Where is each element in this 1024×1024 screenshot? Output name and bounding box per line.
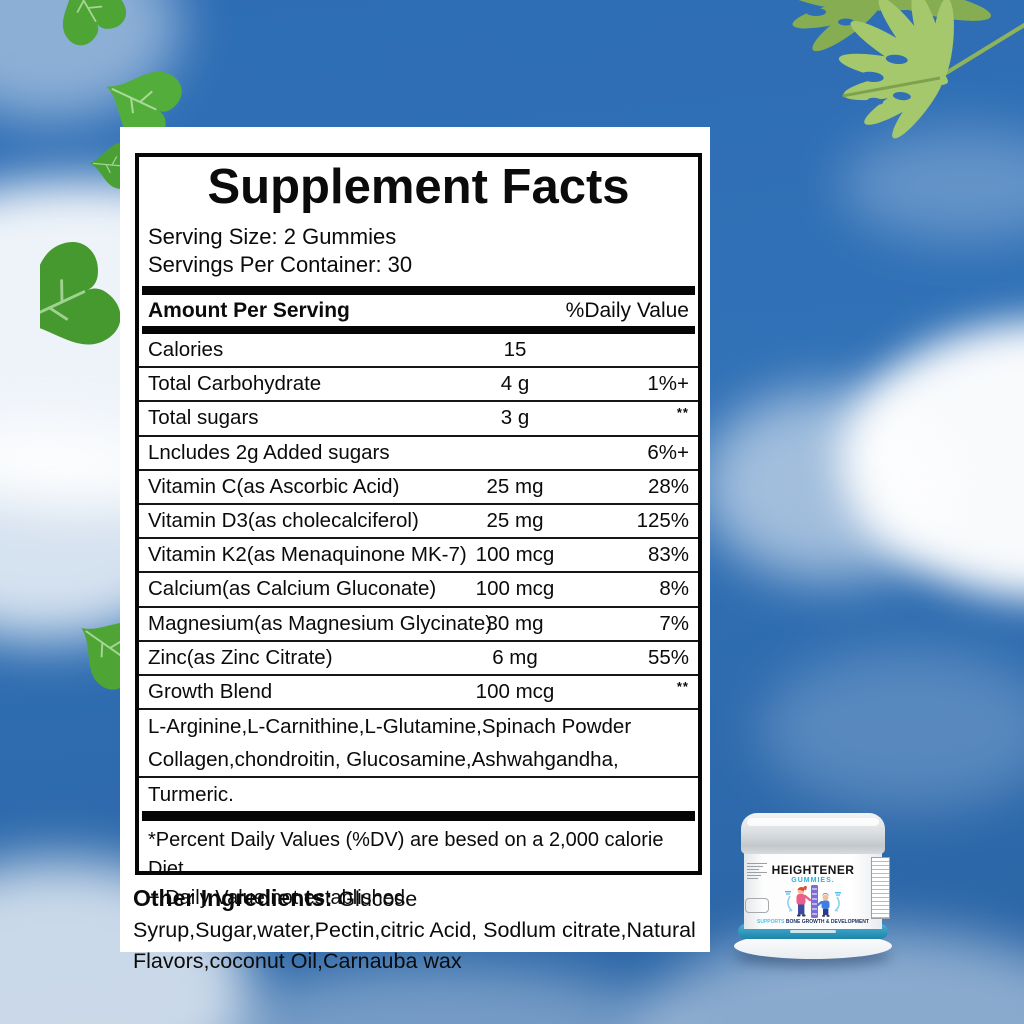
dv-header: %Daily Value [565,298,689,322]
facts-title: Supplement Facts [207,160,630,214]
nutrient-dv: 28% [647,474,689,498]
product-jar: HEIGHTENER GUMMIES. SUPPORTS BONE G [733,803,893,973]
nutrient-dv: 83% [647,543,689,567]
brand-name: HEIGHTENER [771,863,855,877]
table-row: Calories 15 [139,334,698,366]
nutrient-dv: 7% [659,611,689,635]
blend-ingredients-line: L-Arginine,L-Carnithine,L-Glutamine,Spin… [148,715,632,739]
jar-side-text [747,861,767,881]
table-row: Vitamin K2(as Menaquinone MK-7) 100 mcg 83… [139,537,698,571]
nutrient-amount: 15 [503,338,527,361]
nutrient-name: Calcium(as Calcium Gluconate) [148,577,437,601]
supplement-facts-panel: Supplement Facts Serving Size: 2 Gummies… [120,127,710,973]
footnote-line: + Daily Value not established. [148,887,411,910]
servings-per-container: Servings Per Container: 30 [148,252,413,277]
nutrient-name: Total Carbohydrate [148,372,322,396]
nutrient-amount: 100 mcg [475,577,555,601]
nutrient-dv: ** [676,678,689,694]
other-ingredients-text: Glucose Syrup,Sugar,water,Pectin,citric … [133,887,696,973]
table-header: Amount Per Serving %Daily Value [139,295,698,326]
facts-border-box: Supplement Facts Serving Size: 2 Gummies… [135,153,702,909]
nutrient-name: Total sugars [148,406,259,430]
monstera-leaves-icon [786,0,1024,139]
nutrient-amount: 100 mcg [475,543,555,567]
nutrient-dv: 6%+ [647,440,689,464]
amount-header: Amount Per Serving [148,298,350,322]
nutrient-dv: ** [676,405,689,421]
blend-ingredients-line: Collagen,chondroitin, Glucosamine,Ashwah… [148,748,619,772]
cloud [700,390,960,580]
nutrient-dv: 125% [636,508,689,532]
growth-blend-ingredients: L-Arginine,L-Carnithine,L-Glutamine,Spin… [139,708,698,811]
nutrient-amount: 30 mg [486,611,544,635]
serving-size: Serving Size: 2 Gummies [148,224,397,249]
nutrient-amount: 3 g [500,406,530,430]
table-row: Total Carbohydrate 4 g 1%+ [139,366,698,400]
other-ingredients: Other Ingredients: Glucose Syrup,Sugar,w… [133,883,699,977]
nutrient-dv: 8% [659,577,689,601]
divider-thick [142,811,695,822]
nutrient-amount: 25 mg [486,508,544,532]
nutrient-amount: 4 g [500,372,530,396]
nutrient-amount: 25 mg [486,474,544,498]
jar-lid [741,813,885,854]
table-row: Magnesium(as Magnesium Glycinate) 30 mg 7% [139,605,698,640]
divider-thick [142,286,695,295]
table-row: Growth Blend 100 mcg ** [139,673,698,708]
table-row: Zinc(as Zinc Citrate) 6 mg 55% [139,639,698,674]
nutrients-table: Calories 15 Total Carbohydrate 4 g 1%+ Tota… [139,334,698,708]
nutrient-amount: 100 mcg [475,679,555,703]
jar-side-seal [745,898,769,913]
nutrient-dv: 1%+ [647,372,689,396]
nutrient-dv: 55% [647,645,689,669]
nutrient-amount: 6 mg [492,645,538,669]
footnote-line: *Percent Daily Values (%DV) are besed on… [148,829,664,881]
blend-ingredients-line: Turmeric. [139,776,698,811]
divider-thick [142,326,695,334]
cloud [760,650,1024,810]
nutrient-name: Calories [148,338,224,361]
brand-subtitle: GUMMIES. [791,877,835,884]
nutrient-name: Vitamin D3(as cholecalciferol) [148,508,419,532]
table-row: Vitamin D3(as cholecalciferol) 25 mg 125% [139,502,698,537]
kids-height-illustration [785,885,841,918]
other-ingredients-label: Other Ingredients: [133,885,333,911]
table-row: Lncludes 2g Added sugars 6%+ [139,434,698,469]
table-row: Vitamin C(as Ascorbic Acid) 25 mg 28% [139,468,698,503]
nutrient-name: Growth Blend [148,679,273,703]
table-row: Calcium(as Calcium Gluconate) 100 mcg 8% [139,571,698,605]
jar-banner-rest: BONE GROWTH & DEVELOPMENT [784,919,869,925]
band-text-placeholder [790,930,836,933]
footnotes: *Percent Daily Values (%DV) are besed on… [139,821,698,913]
nutrient-name: Magnesium(as Magnesium Glycinate) [148,611,493,635]
nutrient-name: Vitamin C(as Ascorbic Acid) [148,474,400,498]
table-row: Total sugars 3 g ** [139,400,698,434]
nutrient-name: Zinc(as Zinc Citrate) [148,645,333,669]
jar-mini-supplement-facts [871,857,890,919]
nutrient-name: Lncludes 2g Added sugars [148,440,390,464]
jar-banner: SUPPORTS BONE GROWTH & DEVELOPMENT [744,919,882,925]
nutrient-name: Vitamin K2(as Menaquinone MK-7) [148,543,467,567]
jar-banner-highlight: SUPPORTS [757,919,785,925]
